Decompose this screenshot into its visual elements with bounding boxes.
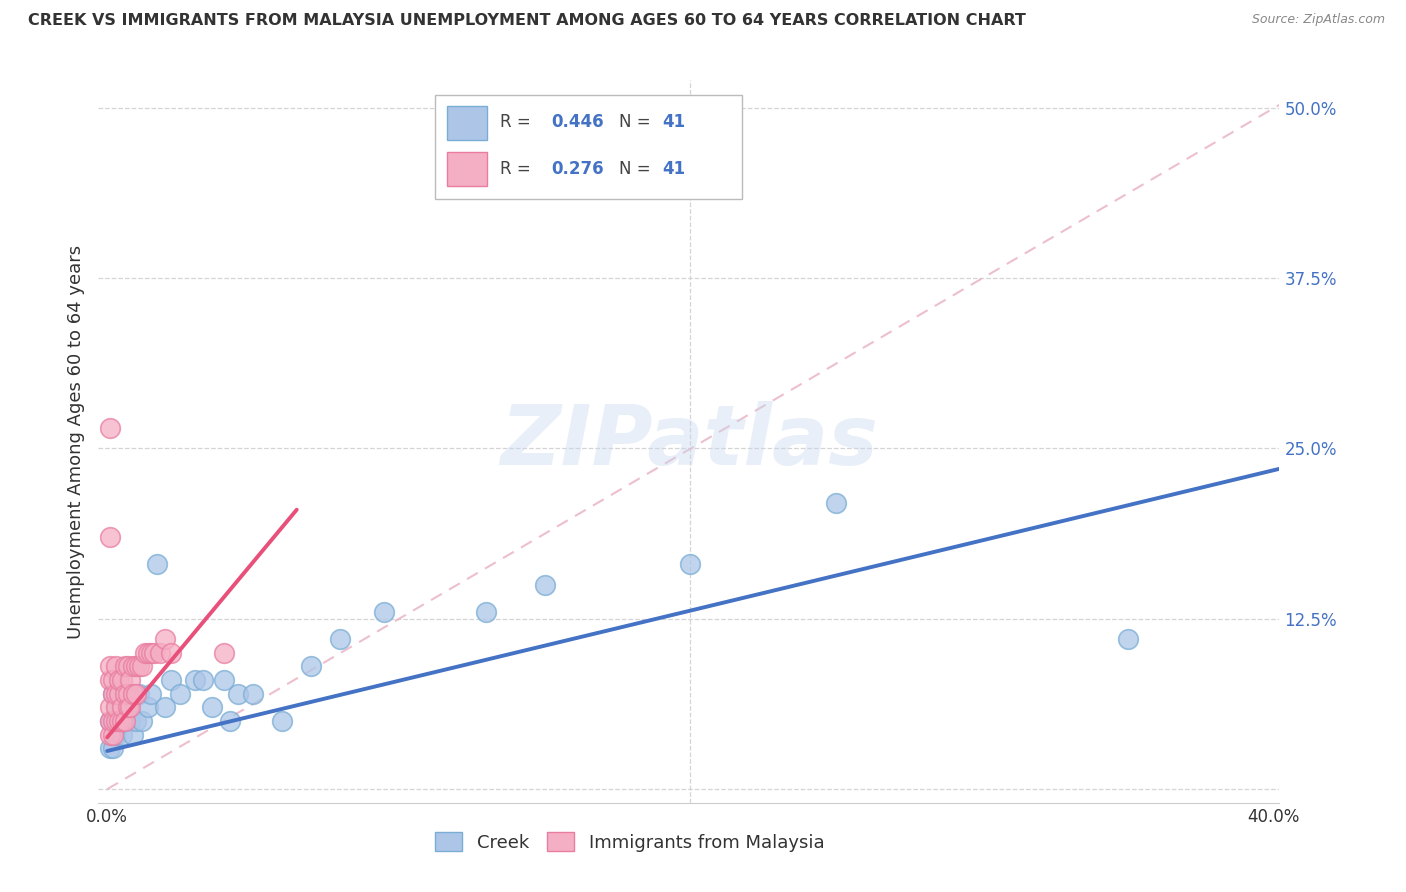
Point	[329, 632, 352, 647]
Point	[117, 659, 139, 673]
Point	[169, 687, 191, 701]
Point	[125, 714, 148, 728]
Point	[120, 673, 142, 687]
Point	[228, 687, 250, 701]
Point	[104, 728, 127, 742]
Point	[212, 673, 235, 687]
Point	[825, 496, 848, 510]
Point	[149, 646, 172, 660]
Point	[111, 728, 134, 742]
Point	[111, 714, 134, 728]
Point	[128, 687, 150, 701]
Point	[117, 687, 139, 701]
Point	[136, 646, 159, 660]
Point	[117, 700, 139, 714]
Point	[128, 659, 150, 673]
Point	[155, 700, 177, 714]
Point	[104, 687, 127, 701]
Point	[108, 687, 131, 701]
Text: ZIPatlas: ZIPatlas	[501, 401, 877, 482]
Point	[242, 687, 264, 701]
Point	[104, 659, 127, 673]
Point	[193, 673, 215, 687]
Point	[134, 646, 156, 660]
Point	[101, 728, 124, 742]
Point	[160, 673, 183, 687]
Y-axis label: Unemployment Among Ages 60 to 64 years: Unemployment Among Ages 60 to 64 years	[66, 244, 84, 639]
Point	[679, 558, 702, 572]
Point	[114, 714, 136, 728]
Point	[125, 659, 148, 673]
Point	[101, 714, 124, 728]
Point	[139, 646, 162, 660]
Point	[122, 687, 145, 701]
Point	[98, 421, 121, 435]
Point	[160, 646, 183, 660]
Point	[117, 700, 139, 714]
Point	[98, 728, 121, 742]
Point	[475, 605, 498, 619]
Point	[98, 714, 121, 728]
Text: Source: ZipAtlas.com: Source: ZipAtlas.com	[1251, 13, 1385, 27]
Text: CREEK VS IMMIGRANTS FROM MALAYSIA UNEMPLOYMENT AMONG AGES 60 TO 64 YEARS CORRELA: CREEK VS IMMIGRANTS FROM MALAYSIA UNEMPL…	[28, 13, 1026, 29]
Point	[373, 605, 395, 619]
Point	[98, 530, 121, 544]
Point	[120, 700, 142, 714]
Point	[145, 558, 167, 572]
Point	[114, 659, 136, 673]
Point	[98, 700, 121, 714]
Point	[139, 687, 162, 701]
Point	[108, 714, 131, 728]
Point	[114, 687, 136, 701]
Point	[131, 659, 153, 673]
Point	[104, 700, 127, 714]
Point	[183, 673, 205, 687]
Point	[136, 700, 159, 714]
Point	[98, 673, 121, 687]
Point	[111, 700, 134, 714]
Point	[101, 673, 124, 687]
Point	[101, 687, 124, 701]
Point	[125, 687, 148, 701]
Point	[131, 714, 153, 728]
Point	[98, 741, 121, 756]
Point	[98, 714, 121, 728]
Point	[114, 714, 136, 728]
Point	[122, 659, 145, 673]
Point	[271, 714, 294, 728]
Point	[533, 577, 555, 591]
Point	[111, 673, 134, 687]
Point	[212, 646, 235, 660]
Point	[101, 741, 124, 756]
Point	[108, 687, 131, 701]
Point	[98, 659, 121, 673]
Point	[142, 646, 165, 660]
Point	[108, 673, 131, 687]
Point	[218, 714, 240, 728]
Point	[101, 687, 124, 701]
Point	[155, 632, 177, 647]
Point	[120, 714, 142, 728]
Point	[104, 700, 127, 714]
Point	[108, 714, 131, 728]
Point	[111, 700, 134, 714]
Point	[299, 659, 322, 673]
Point	[104, 714, 127, 728]
Point	[201, 700, 224, 714]
Point	[122, 728, 145, 742]
Point	[1116, 632, 1139, 647]
Point	[101, 714, 124, 728]
Legend: Creek, Immigrants from Malaysia: Creek, Immigrants from Malaysia	[429, 825, 831, 859]
Point	[114, 687, 136, 701]
